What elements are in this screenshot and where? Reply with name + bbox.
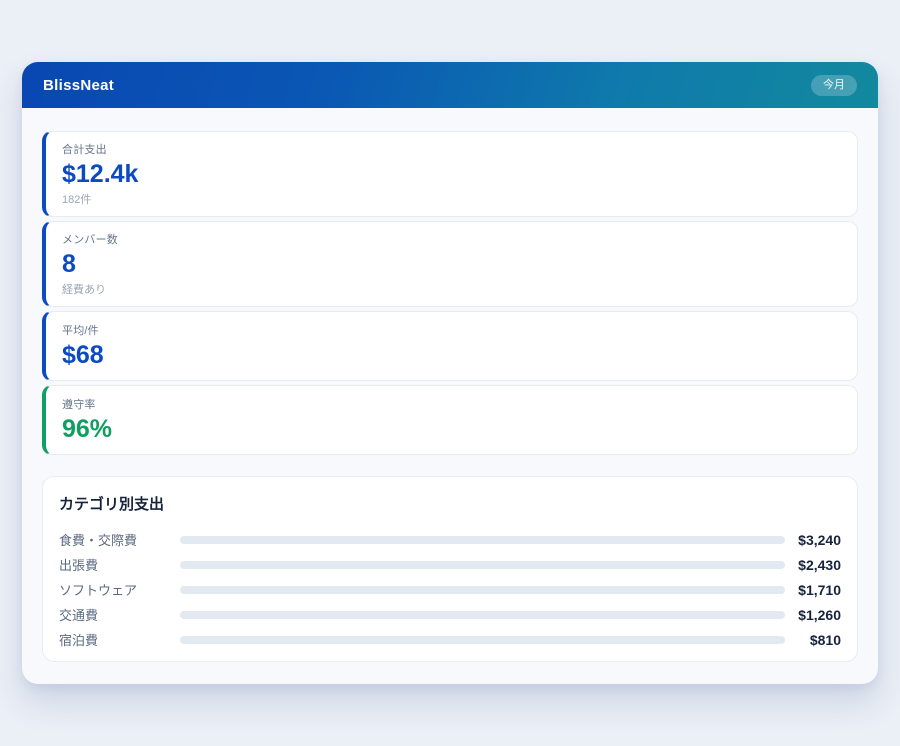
category-amount: $2,430: [785, 557, 841, 573]
bar-track: [180, 586, 785, 594]
category-row: 食費・交際費 $3,240: [59, 527, 841, 552]
stat-value: 96%: [62, 415, 841, 444]
period-badge[interactable]: 今月: [811, 75, 857, 96]
stat-value: $12.4k: [62, 160, 841, 189]
dashboard-panel: BlissNeat 今月 合計支出 $12.4k 182件 メンバー数 8 経費…: [22, 62, 878, 684]
category-breakdown-card: カテゴリ別支出 食費・交際費 $3,240 出張費 $2,430 ソフトウェア …: [42, 476, 858, 662]
stat-card-average-per-item: 平均/件 $68: [42, 311, 858, 381]
category-row: 出張費 $2,430: [59, 552, 841, 577]
stat-label: 平均/件: [62, 322, 841, 338]
category-row: 宿泊費 $810: [59, 627, 841, 652]
bar-track: [180, 536, 785, 544]
stat-label: 合計支出: [62, 141, 841, 157]
category-row: ソフトウェア $1,710: [59, 577, 841, 602]
category-row: 交通費 $1,260: [59, 602, 841, 627]
stat-card-member-count: メンバー数 8 経費あり: [42, 221, 858, 307]
category-amount: $810: [785, 632, 841, 648]
stat-subtext: 経費あり: [62, 281, 841, 297]
stat-subtext: 182件: [62, 191, 841, 207]
category-label: 食費・交際費: [59, 530, 180, 549]
app-title: BlissNeat: [43, 77, 114, 94]
category-section-title: カテゴリ別支出: [59, 493, 841, 514]
app-header: BlissNeat 今月: [22, 62, 878, 108]
category-amount: $3,240: [785, 532, 841, 548]
stat-card-total-spend: 合計支出 $12.4k 182件: [42, 131, 858, 217]
bar-track: [180, 561, 785, 569]
category-label: 宿泊費: [59, 630, 180, 649]
dashboard-content: 合計支出 $12.4k 182件 メンバー数 8 経費あり 平均/件 $68 遵…: [22, 108, 878, 662]
category-label: 出張費: [59, 555, 180, 574]
stat-label: メンバー数: [62, 231, 841, 247]
stat-value: $68: [62, 341, 841, 370]
category-amount: $1,260: [785, 607, 841, 623]
category-amount: $1,710: [785, 582, 841, 598]
bar-track: [180, 636, 785, 644]
stat-value: 8: [62, 250, 841, 279]
stat-label: 遵守率: [62, 396, 841, 412]
stat-card-compliance-rate: 遵守率 96%: [42, 385, 858, 455]
bar-track: [180, 611, 785, 619]
category-label: 交通費: [59, 605, 180, 624]
category-label: ソフトウェア: [59, 580, 180, 599]
